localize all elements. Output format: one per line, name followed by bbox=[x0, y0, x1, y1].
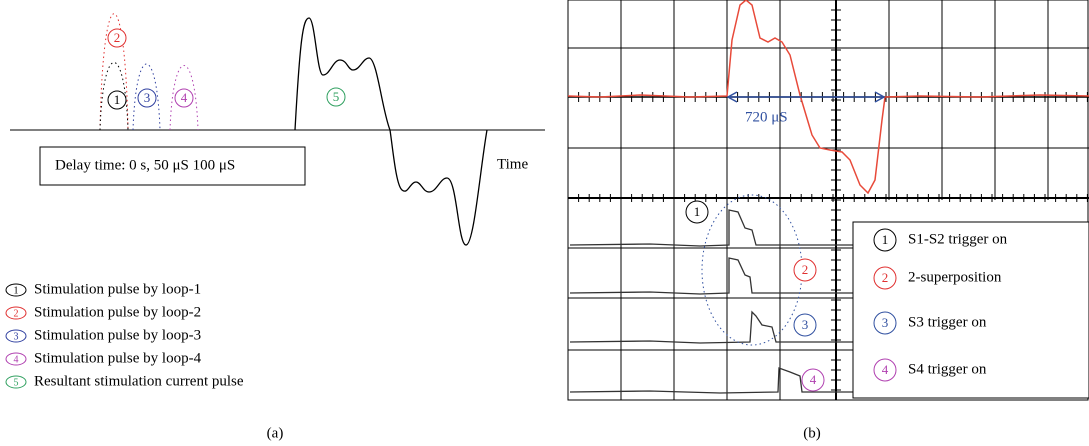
legend-text: S4 trigger on bbox=[908, 361, 987, 377]
caption: (a) bbox=[267, 425, 284, 441]
legend-text: 2-superposition bbox=[908, 269, 1002, 285]
legend-marker: 5 bbox=[14, 377, 19, 388]
panel-a: 2 1 3 4 Delay time: 0 s, 50 μS 100 μS 5 … bbox=[6, 14, 545, 442]
legend-marker: 3 bbox=[14, 331, 19, 342]
legend-marker: 1 bbox=[14, 285, 19, 296]
trace-marker: 1 bbox=[694, 204, 701, 219]
pulse-marker: 4 bbox=[181, 90, 188, 105]
legend-marker: 4 bbox=[14, 354, 19, 365]
legend-marker: 1 bbox=[882, 232, 889, 247]
legend: 1 Stimulation pulse by loop-1 2 Stimulation… bbox=[6, 281, 244, 389]
interval-label: 720 μS bbox=[745, 109, 788, 125]
legend-marker: 3 bbox=[882, 315, 889, 330]
legend-text: Stimulation pulse by loop-3 bbox=[34, 327, 201, 343]
pulse-marker: 2 bbox=[114, 30, 121, 45]
legend-text: S3 trigger on bbox=[908, 314, 987, 330]
legend-text: Resultant stimulation current pulse bbox=[34, 373, 244, 389]
legend-marker: 2 bbox=[882, 270, 889, 285]
delay-label: Delay time: 0 s, 50 μS 100 μS bbox=[55, 157, 235, 173]
pulse-marker: 3 bbox=[144, 90, 151, 105]
result-marker: 5 bbox=[333, 89, 340, 104]
legend-marker: 2 bbox=[14, 308, 19, 319]
pulse-marker: 1 bbox=[114, 92, 121, 107]
legend-text: Stimulation pulse by loop-1 bbox=[34, 281, 201, 297]
panel-b: 720 μS 1 2 3 4 1 S1-S2 trigger on 2 2-super… bbox=[568, 0, 1089, 441]
trace-marker: 2 bbox=[802, 262, 809, 277]
trace-marker: 3 bbox=[802, 317, 809, 332]
caption: (b) bbox=[803, 425, 821, 441]
time-label: Time bbox=[497, 156, 528, 172]
legend-marker: 4 bbox=[882, 362, 889, 377]
legend-text: Stimulation pulse by loop-4 bbox=[34, 350, 202, 366]
resultant-pulse bbox=[295, 18, 487, 245]
legend-text: Stimulation pulse by loop-2 bbox=[34, 304, 201, 320]
trace-marker: 4 bbox=[810, 372, 817, 387]
legend-text: S1-S2 trigger on bbox=[908, 231, 1008, 247]
figure: 2 1 3 4 Delay time: 0 s, 50 μS 100 μS 5 … bbox=[0, 0, 1089, 446]
